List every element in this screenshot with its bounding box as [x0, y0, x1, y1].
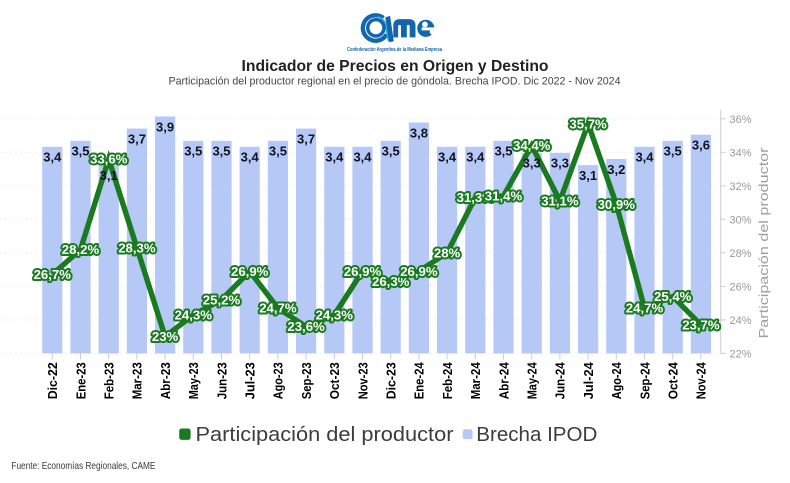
- svg-text:23,7%: 23,7%: [682, 318, 720, 333]
- svg-text:35,7%: 35,7%: [569, 116, 607, 131]
- svg-text:25,2%: 25,2%: [203, 292, 241, 307]
- svg-text:3,3: 3,3: [551, 156, 569, 171]
- svg-text:31,1%: 31,1%: [541, 194, 579, 209]
- svg-text:Nov-24: Nov-24: [695, 362, 709, 399]
- svg-text:May-24: May-24: [526, 362, 540, 399]
- svg-text:26,7%: 26,7%: [34, 267, 72, 282]
- svg-text:3,3: 3,3: [523, 156, 541, 171]
- svg-text:33,6%: 33,6%: [90, 152, 128, 167]
- svg-text:Oct-23: Oct-23: [328, 362, 342, 399]
- svg-text:22%: 22%: [730, 348, 752, 360]
- svg-text:24,3%: 24,3%: [175, 308, 213, 323]
- svg-text:Ago-23: Ago-23: [272, 362, 286, 399]
- svg-text:Oct-24: Oct-24: [667, 362, 681, 399]
- svg-text:26,9%: 26,9%: [344, 264, 382, 279]
- svg-text:Feb-23: Feb-23: [103, 362, 117, 399]
- svg-text:May-23: May-23: [187, 362, 201, 399]
- svg-text:Jun-23: Jun-23: [215, 362, 229, 399]
- svg-text:23,6%: 23,6%: [287, 319, 325, 334]
- svg-text:26,9%: 26,9%: [400, 264, 438, 279]
- svg-text:Mar-23: Mar-23: [131, 362, 145, 399]
- svg-text:31,3%: 31,3%: [457, 190, 495, 205]
- svg-text:24,7%: 24,7%: [626, 301, 664, 316]
- svg-text:34%: 34%: [730, 147, 752, 159]
- svg-text:Brecha IPOD: Brecha IPOD: [476, 424, 597, 446]
- svg-text:Jul-23: Jul-23: [244, 362, 258, 399]
- svg-text:3,7: 3,7: [128, 131, 146, 146]
- svg-text:Feb-24: Feb-24: [441, 362, 455, 399]
- svg-text:Nov-23: Nov-23: [356, 362, 370, 399]
- svg-text:24%: 24%: [730, 315, 752, 327]
- svg-text:3,5: 3,5: [269, 144, 287, 159]
- svg-text:3,5: 3,5: [494, 144, 512, 159]
- svg-text:Jul-24: Jul-24: [582, 362, 596, 399]
- svg-text:32%: 32%: [730, 181, 752, 193]
- svg-text:Ene-24: Ene-24: [413, 362, 427, 399]
- svg-text:3,5: 3,5: [71, 144, 89, 159]
- svg-text:30,9%: 30,9%: [598, 197, 636, 212]
- svg-text:Fuente: Economías Regionales,: Fuente: Economías Regionales, CAME: [11, 461, 155, 472]
- svg-text:3,8: 3,8: [410, 125, 428, 140]
- svg-text:26%: 26%: [730, 281, 752, 293]
- svg-text:3,1: 3,1: [100, 168, 118, 183]
- svg-text:28%: 28%: [730, 248, 752, 260]
- svg-text:3,4: 3,4: [325, 150, 344, 165]
- svg-text:23%: 23%: [152, 329, 179, 344]
- svg-text:31,4%: 31,4%: [485, 189, 523, 204]
- svg-text:Abr-23: Abr-23: [159, 362, 173, 399]
- svg-text:Participación del productor: Participación del productor: [756, 147, 771, 339]
- svg-text:Abr-24: Abr-24: [497, 362, 511, 399]
- svg-text:Ago-24: Ago-24: [610, 362, 624, 399]
- svg-text:Ene-23: Ene-23: [74, 362, 88, 399]
- svg-text:Dic-23: Dic-23: [385, 362, 399, 399]
- svg-text:24,3%: 24,3%: [316, 308, 354, 323]
- svg-text:28%: 28%: [434, 245, 461, 260]
- svg-text:Participación del productor: Participación del productor: [196, 424, 454, 446]
- svg-text:3,4: 3,4: [466, 150, 485, 165]
- svg-text:25,4%: 25,4%: [654, 289, 692, 304]
- svg-text:3,5: 3,5: [184, 144, 202, 159]
- svg-text:24,7%: 24,7%: [259, 301, 297, 316]
- svg-text:3,5: 3,5: [664, 144, 682, 159]
- svg-text:Indicador de Precios en Origen: Indicador de Precios en Origen y Destino: [242, 58, 549, 75]
- svg-text:28,3%: 28,3%: [118, 240, 156, 255]
- svg-text:26,9%: 26,9%: [231, 264, 269, 279]
- svg-text:28,2%: 28,2%: [62, 242, 100, 257]
- svg-text:3,5: 3,5: [212, 144, 230, 159]
- svg-text:36%: 36%: [730, 114, 752, 126]
- svg-text:Jun-24: Jun-24: [554, 362, 568, 399]
- svg-text:3,2: 3,2: [607, 162, 625, 177]
- svg-text:Sep-23: Sep-23: [300, 362, 314, 399]
- svg-text:3,4: 3,4: [353, 150, 372, 165]
- svg-text:Dic-22: Dic-22: [46, 362, 60, 399]
- svg-text:3,5: 3,5: [382, 144, 400, 159]
- svg-text:3,7: 3,7: [297, 131, 315, 146]
- svg-text:Confederación Argentina de la: Confederación Argentina de la Mediana Em…: [347, 47, 442, 53]
- svg-text:3,4: 3,4: [43, 150, 62, 165]
- svg-text:3,4: 3,4: [635, 150, 654, 165]
- svg-text:3,9: 3,9: [156, 119, 174, 134]
- svg-text:Sep-24: Sep-24: [638, 362, 652, 399]
- svg-text:3,6: 3,6: [692, 138, 710, 153]
- svg-text:Participación del productor re: Participación del productor regional en …: [169, 76, 621, 88]
- svg-text:3,4: 3,4: [241, 150, 260, 165]
- svg-text:Mar-24: Mar-24: [469, 362, 483, 399]
- svg-text:26,3%: 26,3%: [372, 274, 410, 289]
- svg-text:34,4%: 34,4%: [513, 138, 551, 153]
- svg-text:3,1: 3,1: [579, 168, 597, 183]
- svg-text:30%: 30%: [730, 214, 752, 226]
- svg-text:3,4: 3,4: [438, 150, 457, 165]
